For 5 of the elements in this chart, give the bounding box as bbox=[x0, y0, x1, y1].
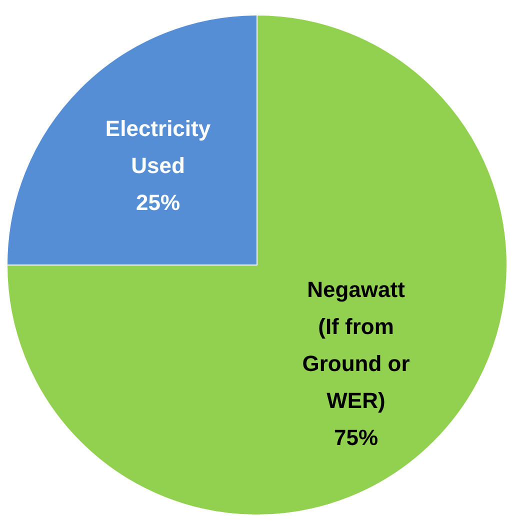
data-label: 25% bbox=[136, 190, 180, 216]
pie-slice bbox=[6, 14, 508, 516]
slice-label: Negawatt (If from Ground or WER) bbox=[302, 276, 410, 413]
slice-label: Electricity Used bbox=[105, 116, 212, 178]
data-label: 75% bbox=[334, 424, 378, 450]
